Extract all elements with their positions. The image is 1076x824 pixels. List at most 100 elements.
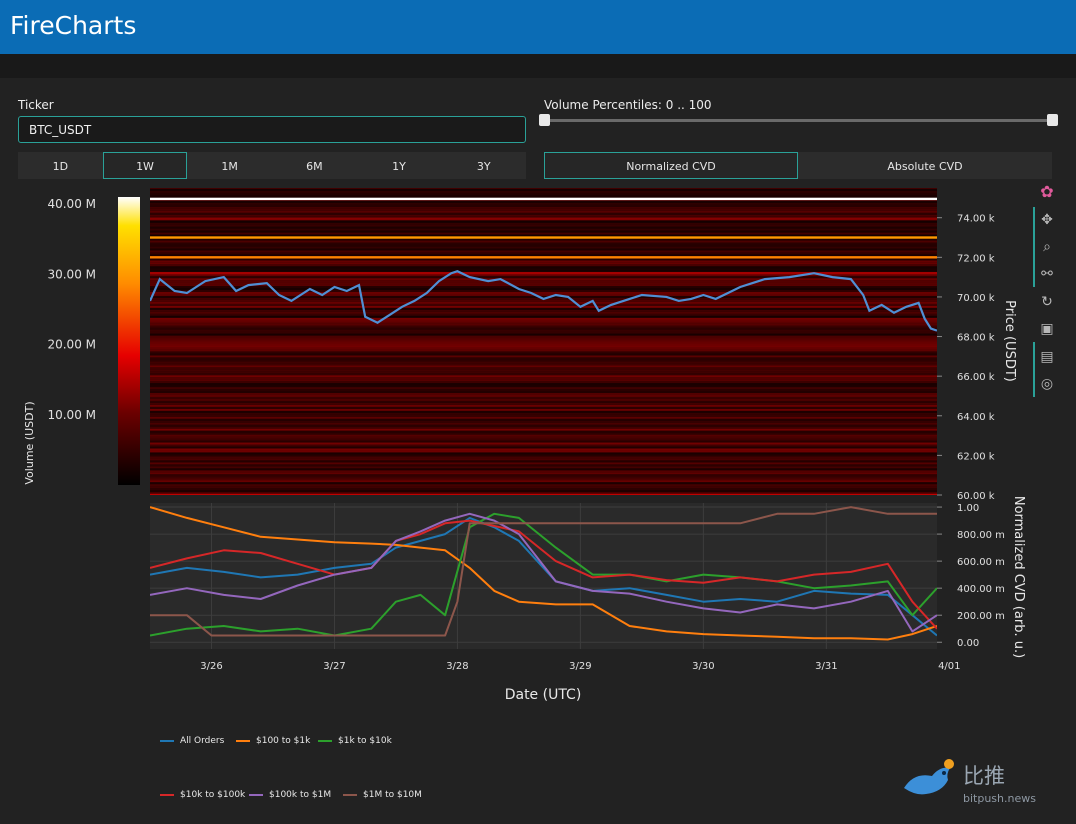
cvd-mode-selector: Normalized CVD Absolute CVD	[544, 152, 1052, 179]
legend-item[interactable]: $1M to $10M	[343, 790, 422, 800]
price-tick-label: 62.00 k	[957, 451, 995, 462]
heatmap-row	[150, 286, 937, 289]
price-tick-label: 66.00 k	[957, 372, 995, 383]
cvd-mode-button-0[interactable]: Normalized CVD	[544, 152, 798, 179]
colorbar-tick-label: 30.00 M	[47, 267, 96, 281]
legend-swatch	[343, 794, 357, 796]
heatmap-row	[150, 349, 937, 352]
timeframe-button-3y[interactable]: 3Y	[476, 160, 491, 173]
header-divider	[0, 54, 1076, 78]
heatmap-row	[150, 466, 937, 469]
reset-icon[interactable]: ↻	[1041, 294, 1053, 310]
timeframe-button-1d[interactable]: 1D	[52, 160, 69, 173]
heatmap-row	[150, 391, 937, 394]
heatmap-row	[150, 274, 937, 277]
timeframe-button-1y[interactable]: 1Y	[392, 160, 406, 173]
heatmap-row	[150, 214, 937, 217]
heatmap-row	[150, 289, 937, 292]
heatmap-row	[150, 230, 937, 233]
heatmap-row	[150, 293, 937, 296]
heatmap-row	[150, 278, 937, 281]
slider-handle-min[interactable]	[539, 114, 550, 126]
heatmap-row	[150, 416, 937, 419]
legend-swatch	[318, 740, 332, 742]
colorbar-tick-label: 20.00 M	[47, 338, 96, 352]
cvd-series-2	[150, 512, 937, 637]
heatmap-row	[150, 484, 937, 487]
zoom-icon[interactable]: ⌕	[1043, 239, 1051, 255]
legend-item[interactable]: $1k to $10k	[318, 736, 392, 746]
heatmap-row	[150, 208, 937, 211]
heatmap-level-5	[150, 319, 937, 322]
date-tick-label: 3/29	[569, 661, 591, 672]
heatmap-row	[150, 383, 937, 386]
heatmap-row	[150, 204, 937, 207]
heatmap-row	[150, 280, 937, 283]
price-tick-label: 70.00 k	[957, 293, 995, 304]
heatmap-row	[150, 226, 937, 229]
heatmap-row	[150, 406, 937, 409]
cvd-tick-label: 400.00 m	[957, 584, 1005, 595]
heatmap-row	[150, 242, 937, 245]
crosshair-icon[interactable]: ◎	[1040, 376, 1054, 392]
heatmap-row	[150, 331, 937, 334]
cvd-grid	[150, 503, 937, 649]
compare-icon[interactable]: ⚯	[1041, 266, 1053, 282]
slider-handle-max[interactable]	[1047, 114, 1058, 126]
timeframe-button-6m[interactable]: 6M	[306, 160, 323, 173]
modebar-divider	[1033, 207, 1035, 287]
legend-item[interactable]: $100k to $1M	[249, 790, 331, 800]
heatmap-row	[150, 371, 937, 374]
watermark-name: 比推	[963, 764, 1005, 788]
heatmap-row	[150, 337, 937, 340]
heatmap-row	[150, 385, 937, 388]
price-axis: 60.00 k 62.00 k 64.00 k 66.00 k 68.00 k 70.00…	[937, 214, 995, 502]
timeframe-selector: 1D 1W 1M 6M 1Y 3Y	[18, 152, 526, 179]
app-header: FireCharts	[0, 0, 1076, 54]
heatmap-row	[150, 396, 937, 399]
save-icon[interactable]: ▣	[1040, 321, 1054, 337]
heatmap-row	[150, 446, 937, 449]
heatmap-row	[150, 299, 937, 302]
heatmap-row	[150, 321, 937, 324]
pan-icon[interactable]: ✥	[1041, 212, 1053, 228]
date-tick-label: 3/28	[446, 661, 468, 672]
legend-item[interactable]: $10k to $100k	[160, 790, 245, 800]
heatmap-row	[150, 194, 937, 197]
cvd-mode-button-1[interactable]: Absolute CVD	[887, 160, 963, 173]
date-tick-label: 3/30	[692, 661, 714, 672]
heatmap-row	[150, 335, 937, 338]
heatmap-row	[150, 188, 937, 191]
legend-label: $1M to $10M	[363, 790, 422, 800]
colorbar-axis: 10.00 M 20.00 M 30.00 M 40.00 M	[47, 197, 96, 422]
heatmap-row	[150, 303, 937, 306]
timeframe-button-1m[interactable]: 1M	[221, 160, 238, 173]
heatmap-row	[150, 238, 937, 241]
heatmap-row	[150, 381, 937, 384]
legend-item[interactable]: All Orders	[160, 736, 224, 746]
date-axis: 3/26 3/27 3/28 3/29 3/30 3/31 4/01	[200, 661, 960, 672]
volume-percentiles-slider[interactable]	[544, 119, 1052, 122]
legend-item[interactable]: $100 to $1k	[236, 736, 310, 746]
spike-icon[interactable]: ▤	[1040, 349, 1054, 365]
plotly-logo-icon[interactable]: ✿	[1040, 182, 1054, 201]
heatmap-row	[150, 414, 937, 417]
heatmap-row	[150, 434, 937, 437]
heatmap-row	[150, 369, 937, 372]
heatmap-row	[150, 288, 937, 291]
colorbar	[118, 197, 140, 485]
legend-label: $100k to $1M	[269, 790, 332, 800]
ticker-input[interactable]	[18, 116, 526, 143]
date-tick-label: 3/27	[323, 661, 345, 672]
heatmap-row	[150, 375, 937, 378]
heatmap-row	[150, 246, 937, 249]
date-axis-title: Date (UTC)	[505, 687, 582, 703]
heatmap-row	[150, 343, 937, 346]
heatmap-row	[150, 454, 937, 457]
heatmap-row	[150, 490, 937, 493]
timeframe-button-1w[interactable]: 1W	[102, 152, 188, 179]
colorbar-tick-label: 40.00 M	[47, 197, 96, 211]
heatmap-row	[150, 327, 937, 330]
cvd-series-1	[150, 506, 937, 641]
